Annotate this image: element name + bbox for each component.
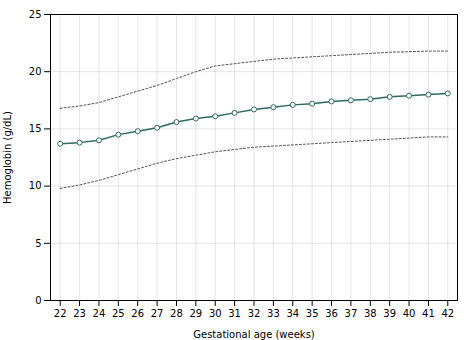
svg-text:40: 40 bbox=[403, 308, 416, 319]
svg-text:39: 39 bbox=[383, 308, 396, 319]
svg-text:28: 28 bbox=[170, 308, 183, 319]
svg-text:20: 20 bbox=[29, 66, 42, 77]
svg-text:10: 10 bbox=[29, 180, 42, 191]
svg-text:15: 15 bbox=[29, 123, 42, 134]
svg-text:26: 26 bbox=[131, 308, 144, 319]
svg-text:32: 32 bbox=[248, 308, 261, 319]
svg-text:33: 33 bbox=[267, 308, 280, 319]
svg-text:23: 23 bbox=[73, 308, 86, 319]
svg-text:27: 27 bbox=[151, 308, 164, 319]
svg-text:24: 24 bbox=[93, 308, 106, 319]
svg-text:36: 36 bbox=[325, 308, 338, 319]
svg-text:0: 0 bbox=[35, 295, 41, 306]
svg-text:5: 5 bbox=[35, 238, 41, 249]
svg-text:22: 22 bbox=[54, 308, 67, 319]
svg-text:37: 37 bbox=[345, 308, 358, 319]
svg-text:Gestational age (weeks): Gestational age (weeks) bbox=[193, 329, 315, 340]
svg-text:Hemoglobin (g/dL): Hemoglobin (g/dL) bbox=[2, 111, 13, 204]
svg-text:31: 31 bbox=[228, 308, 241, 319]
svg-text:42: 42 bbox=[441, 308, 454, 319]
svg-text:38: 38 bbox=[364, 308, 377, 319]
svg-text:29: 29 bbox=[189, 308, 202, 319]
svg-text:34: 34 bbox=[286, 308, 299, 319]
svg-text:30: 30 bbox=[209, 308, 222, 319]
svg-text:25: 25 bbox=[29, 9, 42, 20]
svg-text:25: 25 bbox=[112, 308, 125, 319]
svg-text:35: 35 bbox=[306, 308, 319, 319]
svg-text:41: 41 bbox=[422, 308, 435, 319]
